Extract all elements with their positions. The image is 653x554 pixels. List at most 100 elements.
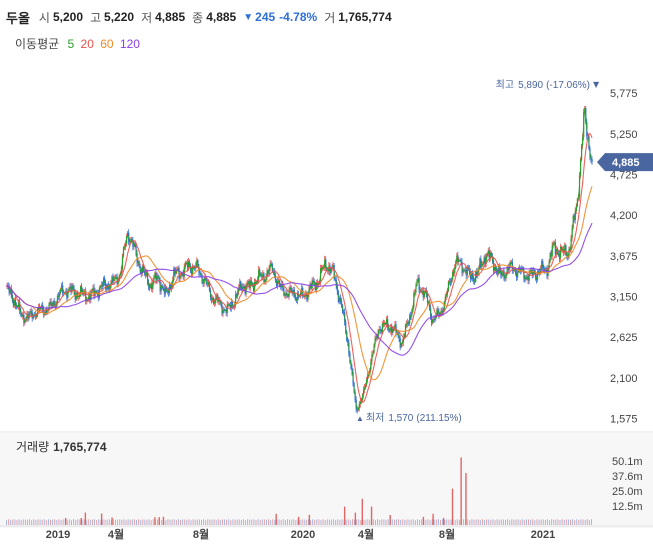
volume-bar — [89, 519, 91, 525]
volume-bar — [96, 519, 98, 525]
volume-spike-bar — [465, 473, 467, 525]
volume-bar — [169, 519, 171, 525]
max-price-annotation: 최고 5,890 (-17.06%) — [496, 79, 590, 91]
volume-bar — [289, 519, 291, 525]
volume-bar — [125, 520, 127, 525]
volume-spike-bar — [111, 517, 113, 525]
volume-bar — [226, 519, 228, 525]
volume-bar — [393, 519, 395, 525]
volume-spike-bar — [354, 512, 357, 525]
volume-bar — [58, 519, 60, 525]
volume-spike-bar — [64, 518, 67, 525]
volume-bar — [337, 519, 339, 525]
volume-bar — [314, 519, 316, 525]
volume-bar — [379, 519, 381, 525]
volume-bar — [62, 519, 64, 525]
min-arrow-icon: ▲ — [356, 414, 364, 423]
ma-20-legend[interactable]: 20 — [80, 37, 94, 51]
volume-bar — [402, 519, 404, 525]
volume-bar — [119, 519, 121, 525]
volume-spike-bar — [389, 515, 391, 525]
volume-bar — [127, 519, 129, 525]
volume-bar — [511, 519, 513, 525]
volume-bar — [14, 519, 16, 525]
volume-bar — [242, 519, 244, 525]
volume-bar — [16, 519, 18, 525]
ma-120-legend[interactable]: 120 — [119, 37, 140, 51]
volume-bar — [312, 519, 314, 525]
volume-bar — [532, 519, 534, 525]
volume-bar — [110, 520, 112, 525]
volume-bar — [255, 520, 257, 525]
volume-bar — [213, 519, 215, 525]
volume-bar — [351, 519, 353, 525]
volume-bar — [584, 519, 586, 525]
volume-bar — [83, 519, 85, 525]
volume-bar — [261, 519, 263, 525]
volume-bar — [301, 519, 303, 525]
volume-bar — [245, 520, 247, 525]
volume-bar — [251, 519, 253, 525]
volume-bar — [73, 519, 75, 525]
volume-spike-bar — [432, 513, 434, 525]
volume-bar — [590, 519, 592, 525]
volume-bar — [307, 519, 309, 525]
volume-bar — [395, 519, 397, 525]
volume-bar — [588, 520, 590, 525]
volume-spike-bar — [158, 517, 160, 525]
volume-bar — [356, 519, 358, 525]
volume-bar — [467, 519, 469, 525]
min-price-annotation: ▲ 최저 1,570 (211.15%) — [356, 412, 462, 424]
volume-bar — [194, 519, 196, 525]
volume-bar — [569, 519, 571, 525]
volume-bar — [205, 520, 207, 525]
stock-header: 두올 시 5,200 고 5,220 저 4,885 종 4,885 ▼ 245… — [6, 7, 399, 27]
volume-bar — [549, 520, 551, 525]
volume-bar — [35, 519, 37, 525]
current-price-marker — [597, 153, 653, 172]
volume-bar — [188, 519, 190, 525]
volume-bar — [18, 519, 20, 525]
volume-bar — [215, 520, 217, 525]
volume-spike-bar — [460, 457, 462, 525]
volume-bar — [429, 520, 431, 525]
volume-bar — [557, 519, 559, 525]
ma-5-legend[interactable]: 5 — [67, 37, 75, 51]
volume-bar — [406, 519, 408, 525]
volume-bar — [286, 519, 288, 525]
volume-bar — [496, 519, 498, 525]
volume-bar — [47, 519, 49, 525]
volume-bar — [249, 519, 251, 525]
volume-bar — [184, 519, 186, 525]
volume-bar — [330, 519, 332, 525]
volume-bar — [525, 519, 527, 525]
stock-name: 두올 — [6, 10, 30, 26]
volume-bar — [217, 519, 219, 525]
volume-bar — [479, 520, 481, 525]
price-tick-label: 2,625 — [610, 332, 638, 344]
volume-bar — [299, 519, 301, 525]
x-tick-label: 8월 — [193, 527, 209, 541]
volume-bar — [186, 519, 188, 525]
volume-bar — [75, 519, 77, 525]
volume-bar — [79, 519, 81, 525]
volume-bar — [567, 519, 569, 525]
volume-bar — [247, 519, 249, 525]
x-tick-label: 2020 — [291, 529, 315, 541]
price-tick-label: 5,775 — [610, 88, 638, 100]
volume-bar — [24, 519, 26, 525]
volume-bar — [339, 519, 341, 525]
volume-bar — [85, 520, 87, 525]
volume-bar — [87, 519, 89, 525]
volume-bar — [341, 519, 343, 525]
volume-bar — [523, 519, 525, 525]
volume-bar — [540, 519, 542, 525]
ma-60-legend[interactable]: 60 — [100, 37, 114, 51]
volume-bar — [555, 519, 557, 525]
min-label: 최저 — [366, 412, 384, 424]
volume-bar — [238, 519, 240, 525]
volume-bar — [582, 519, 584, 525]
volume-bar — [427, 519, 429, 525]
volume-bar — [121, 519, 123, 525]
